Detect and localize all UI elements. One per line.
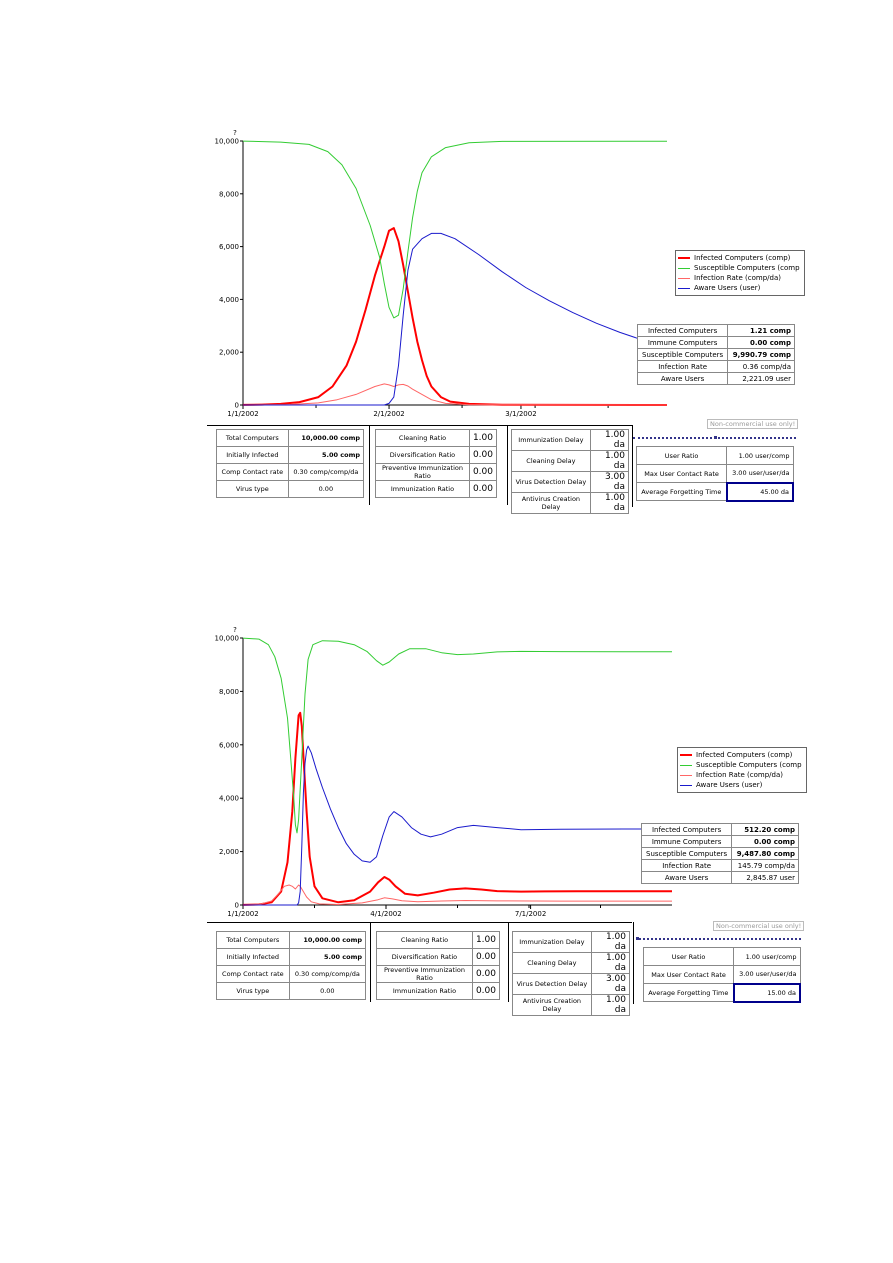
table-row: Comp Contact rate 0.30 comp/comp/da: [216, 463, 365, 481]
table-row: Infection Rate 0.36 comp/da: [636, 360, 795, 373]
simulation-panel-1: ? 0 2,000 4,000 6,000 8,000 10,000 1/1/2002 2/1/…: [0, 0, 893, 514]
table-row: Cleaning Ratio 1.00: [375, 429, 498, 447]
table-row: Cleaning Ratio 1.00: [376, 931, 501, 949]
legend-item: Infected Computers (comp): [680, 750, 802, 760]
table-row: Total Computers 10,000.00 comp: [216, 931, 367, 949]
params-table-ratios: Cleaning Ratio 1.00 Diversification Ratio…: [375, 429, 498, 498]
table-row: Initially Infected 5.00 comp: [216, 948, 367, 966]
series-line-0: [242, 711, 673, 906]
y-tick-label: 8,000: [219, 688, 239, 696]
simulation-panel-2: ? 0 2,000 4,000 6,000 8,000 10,000 1/1/2002 4/1/…: [0, 497, 893, 1016]
table-row: Virus Detection Delay 3.00 da: [512, 973, 631, 995]
table-row: Preventive Immunization Ratio 0.00: [375, 463, 498, 481]
x-tick-label: 4/1/2002: [370, 910, 401, 918]
x-tick-label: 7/1/2002: [515, 910, 546, 918]
table-row: Aware Users 2,845.87 user: [640, 871, 799, 884]
results-table-2: Infected Computers 512.20 comp Immune Com…: [640, 823, 799, 884]
params-table-computers: Total Computers 10,000.00 comp Initially …: [216, 429, 365, 498]
table-row: Infected Computers 1.21 comp: [636, 324, 795, 337]
series-line-2: [242, 383, 668, 406]
table-row: Susceptible Computers 9,990.79 comp: [636, 348, 795, 361]
table-row: Infection Rate 145.79 comp/da: [640, 859, 799, 872]
y-tick-label: 0: [235, 902, 239, 910]
series-line-3: [243, 232, 668, 406]
table-row: Comp Contact rate 0.30 comp/comp/da: [216, 965, 367, 983]
y-tick-label: 2,000: [219, 848, 239, 856]
y-tick-label: 4,000: [219, 296, 239, 304]
table-row: Preventive Immunization Ratio 0.00: [376, 965, 501, 983]
params-table-delays: Immunization Delay 1.00 da Cleaning Delay…: [511, 429, 630, 514]
x-tick-label: 1/1/2002: [227, 910, 258, 918]
table-row: Infected Computers 512.20 comp: [640, 823, 799, 836]
table-row: Aware Users 2,221.09 user: [636, 372, 795, 385]
params-table-ratios: Cleaning Ratio 1.00 Diversification Ratio…: [376, 931, 501, 1000]
params-table-delays: Immunization Delay 1.00 da Cleaning Delay…: [512, 931, 631, 1016]
chart-2-legend: Infected Computers (comp) Susceptible Co…: [677, 747, 807, 793]
legend-item: Aware Users (user): [680, 780, 802, 790]
chart-2: ? 0 2,000 4,000 6,000 8,000 10,000 1/1/2002 4/1/…: [215, 626, 673, 918]
y-tick-label: 0: [235, 402, 239, 410]
table-row: Diversification Ratio 0.00: [376, 948, 501, 966]
y-tick-label: 2,000: [219, 349, 239, 357]
table-row: Immune Computers 0.00 comp: [636, 336, 795, 349]
table-row: Antivirus Creation Delay 1.00 da: [511, 492, 630, 514]
table-row: Susceptible Computers 9,487.80 comp: [640, 847, 799, 860]
x-tick-label: 2/1/2002: [373, 410, 404, 418]
legend-item: Infected Computers (comp): [678, 253, 800, 263]
y-tick-label: 8,000: [219, 190, 239, 198]
legend-item: Susceptible Computers (comp: [680, 760, 802, 770]
legend-item: Infection Rate (comp/da): [678, 273, 800, 283]
params-table-users: User Ratio 1.00 user/comp Max User Contac…: [642, 947, 802, 1003]
table-row: Average Forgetting Time 45.00 da: [635, 481, 795, 502]
average-forgetting-time-input[interactable]: 45.00 da: [725, 481, 795, 502]
legend-item: Infection Rate (comp/da): [680, 770, 802, 780]
table-row: User Ratio 1.00 user/comp: [642, 947, 801, 966]
table-row: Immunization Ratio 0.00: [376, 982, 501, 1000]
series-line-2: [242, 884, 672, 906]
y-tick-label: 6,000: [219, 243, 239, 251]
table-row: Immunization Ratio 0.00: [375, 480, 498, 498]
non-commercial-notice: Non-commercial use only!: [707, 419, 799, 429]
chart-1-legend: Infected Computers (comp) Susceptible Co…: [675, 250, 805, 296]
table-row: Average Forgetting Time 15.00 da: [642, 982, 802, 1003]
chart-1: ? 0 2,000 4,000 6,000 8,000 10,000 1/1/2002 2/1/…: [215, 129, 668, 418]
table-row: Immunization Delay 1.00 da: [512, 931, 631, 953]
series-line-1: [242, 637, 672, 834]
non-commercial-notice: Non-commercial use only!: [713, 921, 805, 931]
table-row: Immune Computers 0.00 comp: [640, 835, 799, 848]
table-row: Cleaning Delay 1.00 da: [511, 450, 630, 472]
table-row: Virus type 0.00: [216, 480, 365, 498]
series-line-1: [242, 140, 668, 319]
series-line-0: [242, 227, 668, 406]
table-row: Diversification Ratio 0.00: [375, 446, 498, 464]
y-tick-label: 6,000: [219, 741, 239, 749]
table-row: User Ratio 1.00 user/comp: [635, 446, 794, 465]
table-row: Initially Infected 5.00 comp: [216, 446, 365, 464]
x-tick-label: 1/1/2002: [227, 410, 258, 418]
y-axis-top-label: ?: [233, 626, 237, 634]
table-row: Cleaning Delay 1.00 da: [512, 952, 631, 974]
x-tick-label: 3/1/2002: [505, 410, 536, 418]
table-row: Immunization Delay 1.00 da: [511, 429, 630, 451]
y-tick-label: 10,000: [215, 635, 240, 643]
table-row: Virus type 0.00: [216, 982, 367, 1000]
params-table-computers: Total Computers 10,000.00 comp Initially …: [216, 931, 367, 1000]
average-forgetting-time-input[interactable]: 15.00 da: [732, 982, 802, 1003]
table-row: Total Computers 10,000.00 comp: [216, 429, 365, 447]
results-table-1: Infected Computers 1.21 comp Immune Compu…: [636, 324, 795, 385]
legend-item: Susceptible Computers (comp: [678, 263, 800, 273]
y-tick-label: 4,000: [219, 795, 239, 803]
table-row: Max User Contact Rate 3.00 user/user/da: [642, 965, 801, 984]
table-row: Antivirus Creation Delay 1.00 da: [512, 994, 631, 1016]
y-axis-top-label: ?: [233, 129, 237, 137]
y-tick-label: 10,000: [215, 138, 240, 146]
table-row: Virus Detection Delay 3.00 da: [511, 471, 630, 493]
table-row: Max User Contact Rate 3.00 user/user/da: [635, 464, 794, 483]
series-line-3: [243, 745, 672, 906]
params-table-users: User Ratio 1.00 user/comp Max User Contac…: [635, 446, 795, 502]
legend-item: Aware Users (user): [678, 283, 800, 293]
